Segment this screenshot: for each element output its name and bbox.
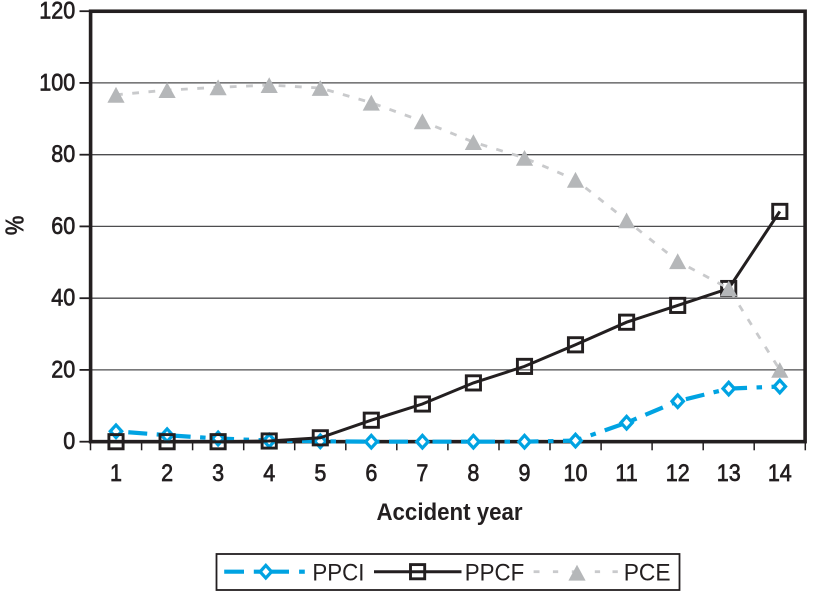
svg-text:%: % <box>1 216 30 236</box>
svg-text:6: 6 <box>365 459 377 487</box>
svg-text:Accident year: Accident year <box>376 498 522 525</box>
svg-text:8: 8 <box>467 459 479 487</box>
svg-text:80: 80 <box>51 140 75 168</box>
svg-text:3: 3 <box>212 459 224 487</box>
svg-text:14: 14 <box>768 459 792 487</box>
svg-text:11: 11 <box>615 459 637 487</box>
svg-text:20: 20 <box>51 355 75 383</box>
svg-text:0: 0 <box>63 427 75 455</box>
svg-text:9: 9 <box>519 459 531 487</box>
svg-text:100: 100 <box>39 68 75 96</box>
svg-text:12: 12 <box>666 459 690 487</box>
svg-text:5: 5 <box>314 459 326 487</box>
svg-text:7: 7 <box>416 459 428 487</box>
svg-text:PPCI: PPCI <box>312 559 364 586</box>
svg-text:120: 120 <box>39 0 75 24</box>
svg-text:10: 10 <box>564 459 588 487</box>
svg-text:PPCF: PPCF <box>465 559 524 586</box>
svg-text:PCE: PCE <box>624 560 671 587</box>
svg-text:2: 2 <box>161 459 173 487</box>
svg-text:40: 40 <box>51 283 75 311</box>
svg-text:60: 60 <box>51 212 75 240</box>
svg-text:1: 1 <box>110 459 122 487</box>
svg-text:13: 13 <box>717 459 741 487</box>
svg-text:4: 4 <box>263 459 275 487</box>
